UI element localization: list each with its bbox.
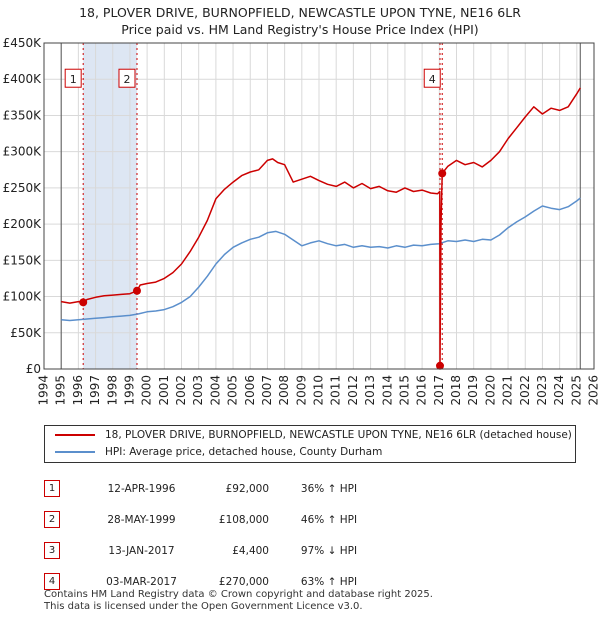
legend: 18, PLOVER DRIVE, BURNOPFIELD, NEWCASTLE… xyxy=(44,425,576,463)
transaction-hpi: 36% ↑ HPI xyxy=(300,482,358,495)
transaction-date: 13-JAN-2017 xyxy=(108,544,175,557)
x-tick-label: 2025 xyxy=(569,375,583,406)
plot-frame xyxy=(43,42,595,370)
x-tick-label: 2002 xyxy=(174,375,188,406)
legend-item-hpi: HPI: Average price, detached house, Coun… xyxy=(55,444,382,460)
table-row: 4 03-MAR-2017 £270,000 63% ↑ HPI xyxy=(44,566,389,597)
x-tick-label: 2016 xyxy=(415,375,429,406)
transaction-price: £108,000 xyxy=(218,513,269,526)
x-tick-label: 2007 xyxy=(260,375,274,406)
x-tick-label: 1996 xyxy=(71,375,85,406)
legend-swatch-hpi xyxy=(55,451,95,453)
x-tick-label: 2012 xyxy=(346,375,360,406)
x-tick-label: 2000 xyxy=(140,375,154,406)
transaction-hpi: 46% ↑ HPI xyxy=(300,513,358,526)
hpi-line xyxy=(61,197,581,322)
y-tick-label: £250K xyxy=(3,181,43,195)
marker-box-label: 1 xyxy=(70,73,77,86)
transaction-badge: 3 xyxy=(44,542,60,559)
x-tick-label: 2011 xyxy=(329,375,343,406)
sale-point xyxy=(438,169,447,178)
transaction-badge: 4 xyxy=(44,573,60,590)
x-tick-label: 2014 xyxy=(380,375,394,406)
transaction-price: £270,000 xyxy=(218,575,269,588)
y-tick-label: £150K xyxy=(3,253,43,267)
transaction-price: £4,400 xyxy=(232,544,269,557)
transaction-badge: 1 xyxy=(44,480,60,497)
price-chart: 1 2 4 £0 £50K £100K £150K £200K £250K £300K £350K… xyxy=(3,36,600,406)
x-tick-label: 1997 xyxy=(88,375,102,406)
chart-title-line1: 18, PLOVER DRIVE, BURNOPFIELD, NEWCASTLE… xyxy=(79,5,521,20)
sale-point xyxy=(79,298,88,307)
x-tick-label: 1994 xyxy=(37,375,51,406)
marker-box xyxy=(118,68,136,88)
y-tick-label: £100K xyxy=(3,290,43,304)
x-tick-label: 2006 xyxy=(243,375,257,406)
x-tick-label: 2008 xyxy=(277,375,291,406)
marker-box-label: 4 xyxy=(429,73,436,86)
footer-license: This data is licensed under the Open Gov… xyxy=(44,601,363,612)
table-row: 1 12-APR-1996 £92,000 36% ↑ HPI xyxy=(44,473,389,504)
transaction-date: 28-MAY-1999 xyxy=(107,513,176,526)
marker-box xyxy=(423,68,441,88)
transactions-table: 1 12-APR-1996 £92,000 36% ↑ HPI 2 28-MAY… xyxy=(44,473,389,597)
chart-title-line2: Price paid vs. HM Land Registry's House … xyxy=(121,22,479,37)
x-tick-label: 1999 xyxy=(122,375,136,406)
x-tick-label: 2026 xyxy=(587,375,600,406)
marker-box xyxy=(64,68,82,88)
x-tick-label: 2020 xyxy=(483,375,497,406)
legend-label-hpi: HPI: Average price, detached house, Coun… xyxy=(105,446,383,458)
series-group xyxy=(61,87,581,367)
x-tick-label: 2015 xyxy=(397,375,411,406)
shaded-span xyxy=(83,43,137,369)
legend-item-property: 18, PLOVER DRIVE, BURNOPFIELD, NEWCASTLE… xyxy=(55,427,572,443)
y-tick-label: £50K xyxy=(10,326,42,340)
x-tick-label: 2001 xyxy=(157,375,171,406)
y-tick-label: £300K xyxy=(3,145,43,159)
y-tick-label: £200K xyxy=(3,217,43,231)
property-price-line xyxy=(61,87,581,367)
legend-swatch-property xyxy=(55,434,95,436)
x-tick-label: 2013 xyxy=(363,375,377,406)
x-tick-label: 2019 xyxy=(466,375,480,406)
y-tick-labels: £0 £50K £100K £150K £200K £250K £300K £350K £400… xyxy=(3,36,43,376)
transaction-date: 12-APR-1996 xyxy=(107,482,176,495)
x-tick-labels: 1994 1995 1996 1997 1998 1999 2000 2001 2002 2003… xyxy=(37,375,600,406)
table-row: 3 13-JAN-2017 £4,400 97% ↓ HPI xyxy=(44,535,389,566)
x-tick-label: 2003 xyxy=(191,375,205,406)
table-row: 2 28-MAY-1999 £108,000 46% ↑ HPI xyxy=(44,504,389,535)
x-tick-label: 2009 xyxy=(294,375,308,406)
x-tick-label: 1998 xyxy=(105,375,119,406)
axes-group xyxy=(43,42,595,370)
x-tick-label: 2005 xyxy=(226,375,240,406)
x-tick-label: 2024 xyxy=(552,375,566,406)
x-tick-label: 2023 xyxy=(535,375,549,406)
x-tick-label: 2018 xyxy=(449,375,463,406)
marker-box-group: 1 2 4 xyxy=(64,68,441,88)
marker-box-label: 2 xyxy=(123,73,130,86)
x-tick-label: 1995 xyxy=(54,375,68,406)
transaction-badge: 2 xyxy=(44,511,60,528)
chart-title: 18, PLOVER DRIVE, BURNOPFIELD, NEWCASTLE… xyxy=(0,4,600,38)
y-tick-label: £400K xyxy=(3,72,43,86)
sale-point xyxy=(132,286,141,295)
footer: Contains HM Land Registry data © Crown c… xyxy=(44,589,433,613)
x-tick-label: 2021 xyxy=(501,375,515,406)
sale-point xyxy=(436,361,444,370)
transaction-price: £92,000 xyxy=(225,482,269,495)
legend-label-property: 18, PLOVER DRIVE, BURNOPFIELD, NEWCASTLE… xyxy=(105,429,572,441)
transaction-date: 03-MAR-2017 xyxy=(106,575,177,588)
footer-copyright: Contains HM Land Registry data © Crown c… xyxy=(44,589,433,600)
x-tick-label: 2022 xyxy=(518,375,532,406)
y-tick-label: £0 xyxy=(26,362,41,376)
x-tick-label: 2010 xyxy=(312,375,326,406)
grid-group xyxy=(43,42,595,370)
y-tick-label: £450K xyxy=(3,36,43,50)
transaction-hpi: 97% ↓ HPI xyxy=(300,544,358,557)
x-tick-label: 2017 xyxy=(432,375,446,406)
marker-point-group xyxy=(79,169,447,370)
transaction-hpi: 63% ↑ HPI xyxy=(300,575,358,588)
x-tick-label: 2004 xyxy=(208,375,222,406)
y-tick-label: £350K xyxy=(3,108,43,122)
